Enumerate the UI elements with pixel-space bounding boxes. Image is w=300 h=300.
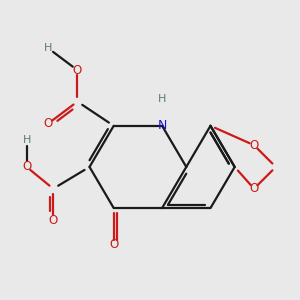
Text: O: O <box>44 117 53 130</box>
Text: O: O <box>22 160 31 173</box>
Text: O: O <box>249 182 259 195</box>
Text: N: N <box>158 119 167 132</box>
Text: O: O <box>49 214 58 227</box>
Text: H: H <box>158 94 166 104</box>
Text: H: H <box>22 135 31 145</box>
Text: O: O <box>73 64 82 77</box>
Text: O: O <box>249 139 259 152</box>
Text: H: H <box>44 44 52 53</box>
Text: O: O <box>109 238 118 251</box>
